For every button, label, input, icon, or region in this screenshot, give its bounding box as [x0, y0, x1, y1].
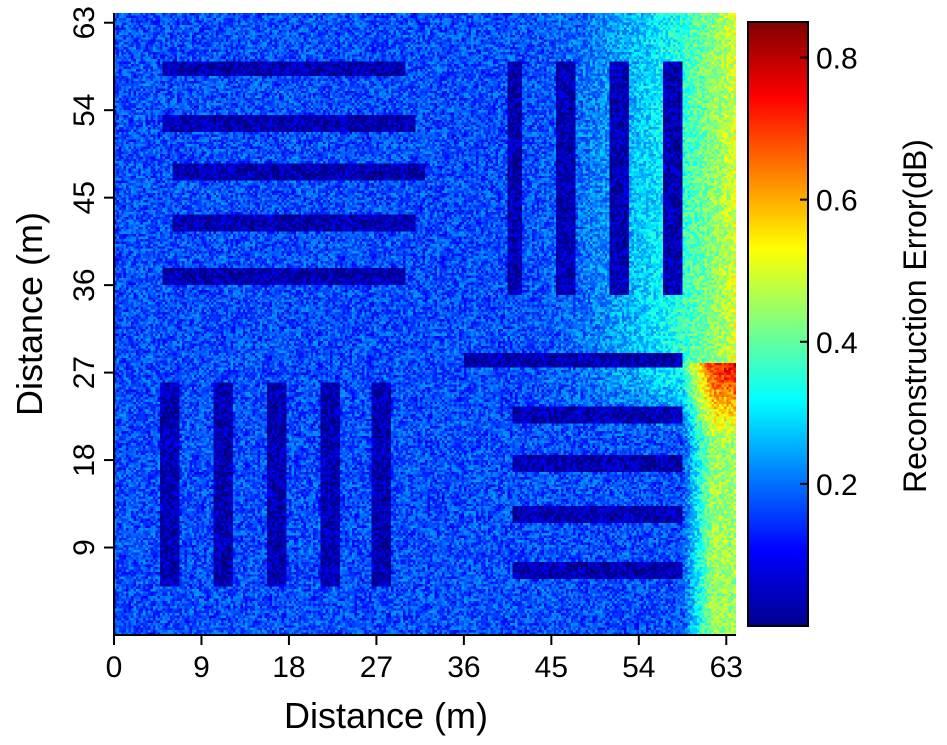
x-tick-label: 9: [193, 651, 210, 684]
x-tick-label: 36: [447, 651, 480, 684]
y-tick-label: 54: [68, 94, 101, 127]
x-ticks: 0 9 18 27 36 45 54 63: [106, 635, 743, 684]
y-tick-label: 9: [68, 539, 101, 556]
x-tick-label: 18: [272, 651, 305, 684]
y-tick-label: 45: [68, 181, 101, 214]
colorbar-title: Reconstruction Error(dB): [897, 139, 933, 493]
colorbar-tick-label: 0.6: [816, 185, 858, 218]
y-ticks: 9 18 27 36 45 54 63: [68, 6, 114, 556]
colorbar: [747, 21, 809, 627]
y-tick-label: 18: [68, 443, 101, 476]
heatmap-raster: [114, 13, 736, 635]
y-tick-label: 36: [68, 268, 101, 301]
y-tick-label: 63: [68, 6, 101, 39]
colorbar-tick-label: 0.4: [816, 327, 858, 360]
x-axis-title: Distance (m): [284, 695, 488, 736]
colorbar-ticks: 0.2 0.4 0.6 0.8: [800, 43, 858, 502]
x-tick-label: 45: [535, 651, 568, 684]
x-tick-label: 63: [710, 651, 743, 684]
y-axis-title: Distance (m): [9, 212, 50, 416]
y-tick-label: 27: [68, 356, 101, 389]
x-tick-label: 54: [622, 651, 655, 684]
colorbar-tick-label: 0.2: [816, 469, 858, 502]
x-tick-label: 0: [106, 651, 123, 684]
x-tick-label: 27: [360, 651, 393, 684]
colorbar-tick-label: 0.8: [816, 43, 858, 76]
